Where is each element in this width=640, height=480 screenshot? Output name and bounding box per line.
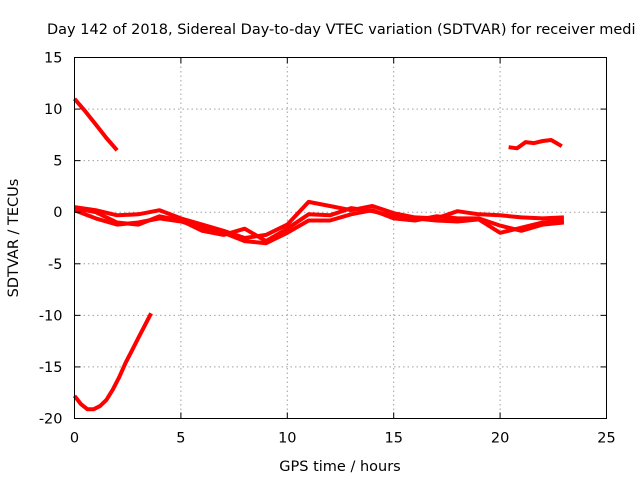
series-rising-early — [72, 312, 153, 412]
x-tick-label: 15 — [384, 431, 402, 447]
y-axis-label: SDTVAR / TECUs — [6, 179, 22, 298]
series-late-segment — [508, 138, 563, 151]
grid — [74, 57, 607, 419]
y-tick-label: 0 — [53, 205, 62, 221]
y-tick-label: -10 — [39, 308, 63, 324]
x-axis-label: GPS time / hours — [279, 459, 400, 475]
x-tick-label: 10 — [278, 431, 296, 447]
series-layer — [72, 97, 565, 412]
y-tick-label: -15 — [39, 360, 63, 376]
series-band-3 — [74, 206, 565, 244]
x-tick-label: 5 — [176, 431, 185, 447]
x-tick-label: 0 — [70, 431, 79, 447]
y-tick-label: 5 — [53, 154, 62, 170]
y-tick-label: 10 — [44, 102, 62, 118]
ticks: 0 5 10 15 20 25 -20 -15 -10 -5 0 5 10 15 — [39, 51, 616, 447]
y-tick-label: 15 — [44, 51, 62, 67]
chart-title: Day 142 of 2018, Sidereal Day-to-day VTE… — [47, 22, 636, 38]
x-tick-label: 20 — [491, 431, 509, 447]
plot-frame — [74, 57, 607, 419]
series-descending-early — [72, 97, 119, 152]
series-band-1 — [74, 199, 564, 240]
x-tick-label: 25 — [597, 431, 615, 447]
y-tick-label: -5 — [48, 257, 62, 273]
y-tick-label: -20 — [39, 412, 63, 428]
